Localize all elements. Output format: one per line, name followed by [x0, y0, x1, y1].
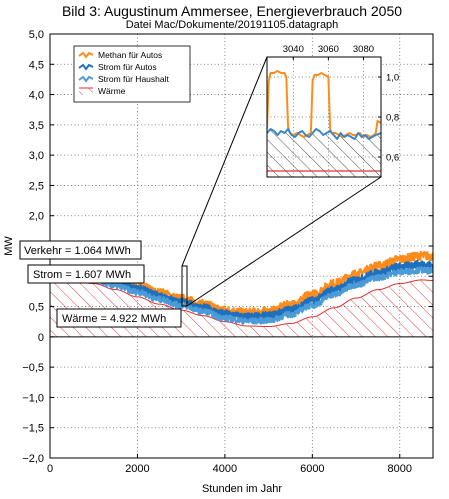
legend-label-strom-haushalt: Strom für Haushalt	[98, 74, 169, 84]
y-tick-label: 3,5	[29, 120, 44, 132]
legend-label-methan: Methan für Autos	[98, 50, 162, 60]
x-tick-label: 6000	[300, 463, 324, 475]
annotation-verkehr: Verkehr = 1.064 MWh	[19, 240, 142, 260]
x-axis-ticks: 0 2000 4000 6000 8000	[47, 454, 412, 475]
y-tick-label: −1,0	[22, 392, 44, 404]
annotation-waerme: Wärme = 4.922 MWh	[56, 308, 182, 328]
annotation-strom-box	[27, 264, 145, 284]
annotation-verkehr-text: Verkehr = 1.064 MWh	[24, 245, 131, 257]
zoom-region-box	[181, 265, 188, 307]
zoom-indicator	[181, 56, 382, 307]
legend-item-methan: Methan für Autos	[78, 50, 162, 60]
y-tick-label: 2,0	[29, 211, 44, 223]
x-tick-label: 4000	[213, 463, 237, 475]
annotation-strom-text: Strom = 1.607 MWh	[33, 269, 131, 281]
inset-chart: 3040 3060 3080 1,0 0,8 0,6	[266, 44, 399, 178]
zoom-connector-top	[181, 56, 268, 267]
legend-swatch-strom-haushalt	[78, 75, 94, 83]
annotation-strom: Strom = 1.607 MWh	[27, 264, 145, 284]
legend-swatch-strom-autos	[78, 63, 94, 71]
x-tick-label: 2000	[125, 463, 149, 475]
x-tick-label: 0	[47, 463, 53, 475]
inset-x-tick-label: 3060	[318, 44, 339, 55]
chart-subtitle: Datei Mac/Dokumente/20191105.datagraph	[126, 19, 339, 31]
inset-series	[267, 70, 381, 177]
inset-x-tick-label: 3080	[353, 44, 374, 55]
legend: Methan für Autos Strom für Autos Strom f…	[73, 45, 191, 103]
series-waerme-line	[50, 279, 433, 328]
inset-y-tick-label: 1,0	[386, 73, 399, 84]
y-tick-label: 5,0	[29, 29, 44, 41]
annotation-waerme-text: Wärme = 4.922 MWh	[62, 313, 166, 325]
legend-item-waerme: Wärme	[79, 86, 126, 96]
x-axis-label: Stunden im Jahr	[202, 483, 282, 495]
legend-swatch-methan	[78, 51, 94, 59]
zoom-connector-bottom	[186, 176, 382, 307]
y-axis-label: MW	[3, 236, 15, 256]
legend-label-waerme: Wärme	[98, 86, 126, 96]
annotation-verkehr-box	[19, 240, 142, 260]
y-tick-label: 0,5	[29, 302, 44, 314]
series-strom-haushalt-line	[50, 266, 433, 325]
inset-strom-line	[267, 128, 381, 140]
legend-item-strom-haushalt: Strom für Haushalt	[78, 74, 169, 84]
y-tick-label: 0	[38, 332, 44, 344]
inset-x-tick-label: 3040	[283, 44, 304, 55]
y-tick-label: −1,5	[22, 423, 44, 435]
y-tick-label: −0,5	[22, 362, 44, 374]
y-tick-label: 3,0	[29, 150, 44, 162]
legend-item-strom-autos: Strom für Autos	[78, 62, 157, 72]
y-tick-label: 2,5	[29, 180, 44, 192]
inset-y-tick-label: 0,6	[386, 153, 399, 164]
x-tick-label: 8000	[388, 463, 412, 475]
y-tick-label: 4,0	[29, 90, 44, 102]
chart-title: Bild 3: Augustinum Ammersee, Energieverb…	[62, 3, 402, 19]
inset-ticks: 3040 3060 3080 1,0 0,8 0,6	[283, 44, 399, 164]
y-tick-label: 4,5	[29, 59, 44, 71]
legend-label-strom-autos: Strom für Autos	[98, 62, 157, 72]
legend-swatch-waerme	[79, 88, 93, 95]
legend-box	[73, 45, 191, 103]
annotation-waerme-box	[56, 308, 182, 328]
inset-y-tick-label: 0,8	[386, 113, 399, 124]
y-tick-label: −2,0	[22, 453, 44, 465]
inset-hatched-area	[267, 129, 381, 177]
